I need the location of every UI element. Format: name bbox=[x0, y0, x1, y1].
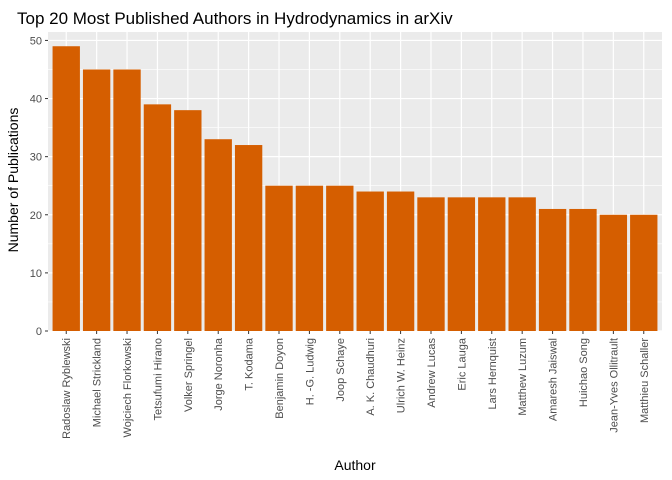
bar bbox=[599, 214, 628, 331]
bar bbox=[508, 197, 536, 331]
bars bbox=[52, 46, 658, 332]
x-tick-label: Benjamin Doyon bbox=[274, 338, 286, 419]
y-tick-label: 30 bbox=[30, 152, 42, 164]
x-tick-label: Michael Strickland bbox=[92, 338, 104, 427]
x-tick-label: Joop Schaye bbox=[335, 338, 347, 402]
bar bbox=[538, 208, 567, 331]
bar bbox=[265, 185, 293, 331]
y-tick-label: 10 bbox=[30, 268, 42, 280]
x-tick-label: T. Kodama bbox=[244, 337, 256, 390]
x-tick-label: A. K. Chaudhuri bbox=[365, 338, 377, 416]
bar bbox=[174, 110, 202, 331]
y-tick-label: 20 bbox=[30, 210, 42, 222]
y-tick-label: 50 bbox=[30, 35, 42, 47]
y-axis-title: Number of Publications bbox=[5, 108, 21, 253]
x-tick-label: Huichao Song bbox=[578, 338, 590, 407]
x-tick-label: Radoslaw Ryblewski bbox=[61, 338, 73, 439]
bar bbox=[234, 145, 263, 331]
x-tick-label: Eric Lauga bbox=[456, 337, 468, 390]
bar bbox=[386, 191, 415, 331]
bar bbox=[295, 185, 324, 331]
x-tick-label: Amaresh Jaiswal bbox=[548, 338, 560, 421]
x-tick-label: Tetsufumi Hirano bbox=[152, 338, 164, 421]
x-tick-label: Matthieu Schaller bbox=[639, 338, 651, 423]
bar bbox=[52, 46, 80, 331]
x-axis: Radoslaw Ryblewski Michael Strickland Wojc… bbox=[61, 331, 651, 439]
x-tick-label: Volker Springel bbox=[183, 338, 195, 412]
y-tick-label: 0 bbox=[36, 326, 42, 338]
x-tick-label: Matthew Luzum bbox=[517, 338, 529, 416]
bar bbox=[113, 69, 141, 332]
bar bbox=[356, 191, 384, 331]
y-tick-label: 40 bbox=[30, 94, 42, 106]
x-tick-label: H. -G. Ludwig bbox=[304, 338, 316, 405]
bar bbox=[204, 139, 232, 331]
x-tick-label: Jorge Noronha bbox=[213, 337, 225, 411]
bar bbox=[326, 185, 354, 331]
bar bbox=[569, 208, 597, 331]
bar bbox=[478, 197, 506, 331]
bar bbox=[447, 197, 476, 331]
x-tick-label: Ulrich W. Heinz bbox=[396, 338, 408, 413]
x-axis-title: Author bbox=[334, 457, 376, 473]
y-axis: 0 10 20 30 40 50 bbox=[30, 35, 48, 338]
x-tick-label: Lars Hernquist bbox=[487, 338, 499, 410]
bar bbox=[630, 214, 658, 331]
chart-title: Top 20 Most Published Authors in Hydrody… bbox=[17, 9, 453, 28]
x-tick-label: Wojciech Florkowski bbox=[122, 338, 134, 437]
x-tick-label: Jean-Yves Ollitrault bbox=[608, 338, 620, 433]
bar bbox=[82, 69, 111, 332]
x-tick-label: Andrew Lucas bbox=[426, 338, 438, 408]
bar bbox=[143, 104, 172, 331]
bar bbox=[417, 197, 445, 331]
